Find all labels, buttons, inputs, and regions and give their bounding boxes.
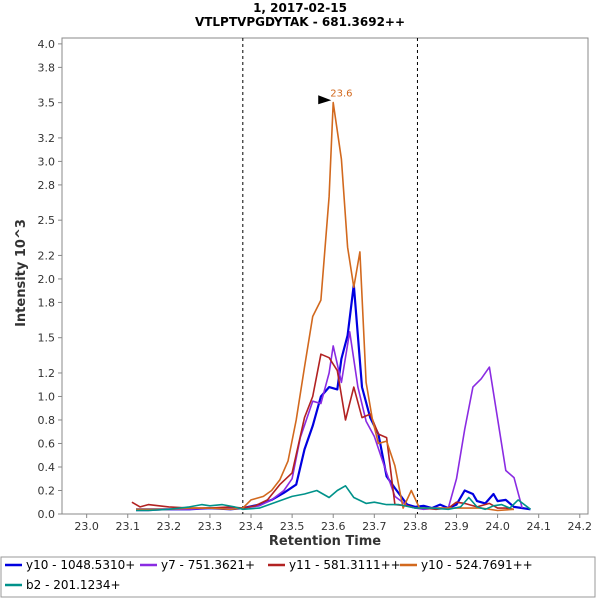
x-tick-label: 23.3 (198, 520, 223, 533)
x-tick-label: 23.5 (280, 520, 305, 533)
x-tick-label: 23.8 (403, 520, 428, 533)
chart-subtitle: VTLPTVPGDYTAK - 681.3692++ (195, 15, 405, 29)
legend: y10 - 1048.5310+ y7 - 751.3621+ y11 - 581.… (0, 556, 596, 598)
legend-label: y11 - 581.3111++ (289, 558, 401, 572)
y-tick-label: 3.2 (38, 132, 56, 145)
chart-title: 1, 2017-02-15 (253, 1, 347, 15)
y-tick-label: 1.0 (38, 390, 56, 403)
y-tick-label: 0.2 (38, 484, 56, 497)
series-line-5 (136, 484, 531, 512)
y-tick-label: 0.4 (38, 461, 56, 474)
y-tick-label: 1.2 (38, 367, 56, 380)
x-tick-label: 23.6 (321, 520, 346, 533)
legend-label: y10 - 524.7691++ (421, 558, 533, 572)
y-axis-label: Intensity 10^3 (14, 219, 29, 327)
x-axis: 23.0 23.1 23.2 23.3 23.4 23.5 23.6 23.7 23.8 23.9… (74, 514, 592, 533)
y-tick-label: 0.0 (38, 508, 56, 521)
plot-frame (61, 37, 589, 515)
y-tick-label: 0.6 (38, 437, 56, 450)
peak-label: 23.6 (330, 88, 352, 99)
y-axis: 0.0 0.2 0.4 0.6 0.8 1.0 1.2 1.5 1.8 2.0 2.2 2.5 2.8 3… (38, 38, 62, 521)
y-tick-label: 1.5 (38, 332, 56, 345)
y-tick-label: 3.8 (38, 61, 56, 74)
x-tick-label: 23.7 (362, 520, 387, 533)
y-tick-label: 2.0 (38, 273, 56, 286)
peak-marker-icon (318, 95, 332, 105)
x-tick-label: 23.0 (74, 520, 99, 533)
series-line-3 (131, 353, 515, 511)
y-tick-label: 0.8 (38, 414, 56, 427)
y-tick-label: 1.8 (38, 296, 56, 309)
legend-box (0, 556, 596, 598)
peak-boundaries (242, 38, 418, 514)
peak-annotation: 23.6 (318, 88, 352, 105)
x-tick-label: 23.9 (444, 520, 469, 533)
plot-area (61, 37, 589, 515)
y-tick-label: 3.5 (38, 97, 56, 110)
y-tick-label: 4.0 (38, 38, 56, 51)
legend-label: y10 - 1048.5310+ (26, 558, 135, 572)
y-tick-label: 2.8 (38, 179, 56, 192)
y-tick-label: 2.5 (38, 214, 56, 227)
x-tick-label: 23.4 (239, 520, 264, 533)
x-axis-label: Retention Time (269, 534, 381, 549)
series-lines (131, 101, 531, 512)
x-tick-label: 23.2 (157, 520, 182, 533)
x-tick-label: 24.0 (485, 520, 510, 533)
x-tick-label: 24.1 (526, 520, 551, 533)
y-tick-label: 2.2 (38, 249, 56, 262)
legend-label: b2 - 201.1234+ (26, 578, 121, 592)
y-tick-label: 3.0 (38, 155, 56, 168)
x-tick-label: 24.2 (568, 520, 593, 533)
x-tick-label: 23.1 (116, 520, 141, 533)
legend-label: y7 - 751.3621+ (161, 558, 255, 572)
